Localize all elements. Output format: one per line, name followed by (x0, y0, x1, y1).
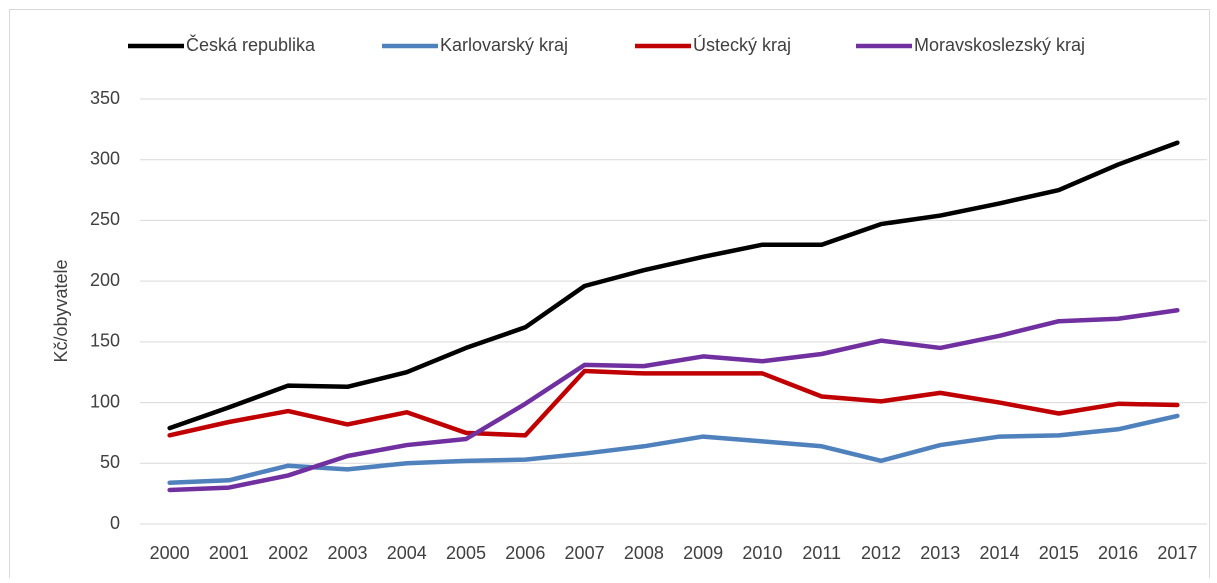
y-tick-label: 300 (90, 148, 120, 168)
legend-label: Karlovarský kraj (440, 35, 568, 55)
y-tick-label: 150 (90, 331, 120, 351)
legend-label: Moravskoslezský kraj (914, 35, 1085, 55)
legend-label: Česká republika (186, 34, 316, 55)
x-tick-label: 2016 (1098, 543, 1138, 563)
x-tick-label: 2013 (920, 543, 960, 563)
x-tick-label: 2002 (268, 543, 308, 563)
x-tick-label: 2005 (446, 543, 486, 563)
series-line (167, 413, 1180, 485)
y-tick-label: 100 (90, 391, 120, 411)
x-tick-label: 2007 (565, 543, 605, 563)
x-tick-label: 2008 (624, 543, 664, 563)
x-tick-label: 2017 (1157, 543, 1197, 563)
x-tick-label: 2001 (209, 543, 249, 563)
y-axis-label: Kč/obyvatele (51, 259, 71, 362)
y-tick-label: 250 (90, 209, 120, 229)
x-tick-label: 2011 (802, 543, 841, 563)
series-line (167, 308, 1180, 493)
x-tick-label: 2015 (1039, 543, 1079, 563)
y-tick-label: 50 (100, 452, 120, 472)
y-tick-label: 0 (110, 513, 120, 533)
series-line (167, 368, 1180, 438)
x-tick-label: 2012 (861, 543, 901, 563)
x-tick-label: 2010 (742, 543, 782, 563)
x-tick-label: 2006 (505, 543, 545, 563)
x-tick-label: 2009 (683, 543, 723, 563)
x-tick-label: 2004 (387, 543, 427, 563)
legend-label: Ústecký kraj (693, 34, 791, 55)
chart-border (9, 9, 1210, 580)
y-tick-label: 350 (90, 88, 120, 108)
x-tick-label: 2003 (327, 543, 367, 563)
x-tick-label: 2000 (150, 543, 190, 563)
series-line (167, 140, 1180, 431)
x-tick-label: 2014 (980, 543, 1020, 563)
y-tick-label: 200 (90, 270, 120, 290)
